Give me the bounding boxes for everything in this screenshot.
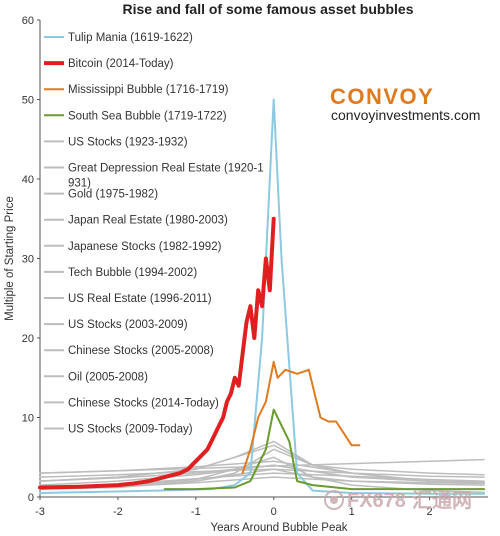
x-tick-label: -1 — [191, 506, 201, 518]
x-axis-label: Years Around Bubble Peak — [210, 522, 347, 534]
legend-label: US Stocks (2003-2009) — [68, 319, 188, 331]
y-tick-label: 60 — [22, 15, 34, 27]
series-line-1 — [38, 216, 276, 490]
chart-title: Rise and fall of some famous asset bubbl… — [123, 1, 414, 17]
series-line-12 — [39, 444, 485, 484]
y-tick-label: 10 — [22, 413, 34, 425]
watermark-circle-icon — [324, 490, 344, 510]
x-tick-label: 0 — [271, 506, 277, 518]
series-layer — [38, 98, 486, 495]
axes: 0 10 20 30 40 50 60 -3 -2 -1 0 1 2 Years Around Bubbl… — [4, 15, 488, 534]
legend-label: South Sea Bubble (1719-1722) — [68, 110, 227, 122]
x-tick-label: 1 — [349, 506, 355, 518]
x-tick-label: 2 — [427, 506, 433, 518]
convoy-logo-text: CONVOY — [330, 84, 434, 109]
series-line-13 — [39, 464, 485, 483]
legend-label: Chinese Stocks (2014-Today) — [68, 397, 219, 409]
series-line-2 — [241, 360, 361, 475]
legend-label: Japan Real Estate (1980-2003) — [68, 215, 228, 227]
legend-label: Japanese Stocks (1982-1992) — [68, 241, 222, 253]
y-tick-label: 0 — [28, 492, 34, 504]
fx678-watermark: FX678 汇通网 — [324, 489, 472, 512]
legend-label: Chinese Stocks (2005-2008) — [68, 345, 214, 357]
legend-label: US Stocks (1923-1932) — [68, 136, 188, 148]
legend-label: US Stocks (2009-Today) — [68, 424, 193, 436]
convoy-url: convoyinvestments.com — [331, 107, 480, 123]
y-tick-label: 50 — [22, 95, 34, 107]
y-tick-label: 20 — [22, 333, 34, 345]
legend-label: Tulip Mania (1619-1622) — [68, 32, 193, 44]
legend-label: Mississippi Bubble (1716-1719) — [68, 84, 229, 96]
y-tick-label: 40 — [22, 174, 34, 186]
x-tick-label: -3 — [35, 506, 45, 518]
convoy-logo: CONVOY convoyinvestments.com — [330, 84, 480, 123]
watermark-dot-icon — [330, 496, 338, 504]
series-line-3 — [163, 408, 486, 491]
x-tick-label: -2 — [113, 506, 123, 518]
watermark-cn-text: 汇通网 — [412, 489, 472, 512]
legend-label: Great Depression Real Estate (1920-1 931) — [68, 163, 264, 190]
y-axis-label: Multiple of Starting Price — [4, 196, 16, 321]
legend-label: US Real Estate (1996-2011) — [68, 293, 212, 305]
watermark-text: FX678 — [347, 490, 406, 512]
series-line-14 — [39, 468, 485, 490]
legend-label: Tech Bubble (1994-2002) — [68, 267, 197, 279]
legend-label: Gold (1975-1982) — [68, 189, 158, 201]
legend-label: Oil (2005-2008) — [68, 371, 148, 383]
legend-label: Bitcoin (2014-Today) — [68, 58, 174, 70]
series-line-15 — [39, 458, 485, 474]
y-tick-label: 30 — [22, 254, 34, 266]
legend: Tulip Mania (1619-1622) Bitcoin (2014-Tod… — [44, 32, 264, 436]
